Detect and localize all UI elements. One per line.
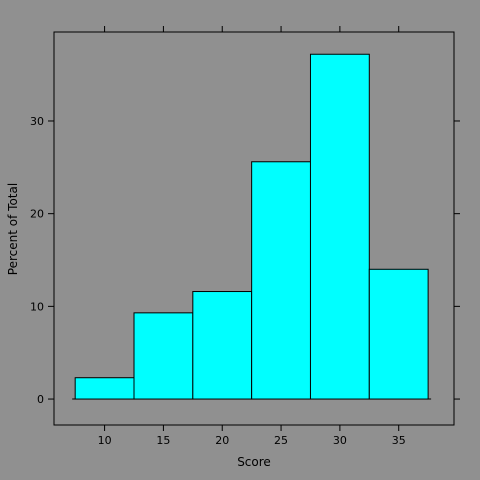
- y-tick-label: 30: [30, 115, 44, 128]
- histogram-bar-5: [309, 53, 370, 400]
- x-tick-label: 35: [392, 434, 406, 447]
- plot-frame: [53, 31, 455, 426]
- ticks-group: 10 15 20 25 30 35 0 10 20 30: [30, 26, 460, 447]
- x-axis-title: Score: [237, 455, 271, 469]
- histogram-bar-1: [74, 377, 135, 400]
- x-tick-label: 10: [98, 434, 112, 447]
- x-tick-label: 20: [215, 434, 229, 447]
- y-tick-label: 0: [37, 393, 44, 406]
- histogram-bar-3: [192, 291, 253, 400]
- histogram-bar-6: [368, 268, 429, 400]
- y-tick-label: 20: [30, 208, 44, 221]
- x-tick-label: 15: [156, 434, 170, 447]
- x-tick-label: 25: [274, 434, 288, 447]
- x-tick-label: 30: [333, 434, 347, 447]
- bars-group: [72, 53, 432, 400]
- y-axis-title: Percent of Total: [6, 183, 20, 275]
- histogram-bar-4: [251, 161, 311, 400]
- histogram-bar-2: [133, 312, 194, 400]
- y-tick-label: 10: [30, 300, 44, 313]
